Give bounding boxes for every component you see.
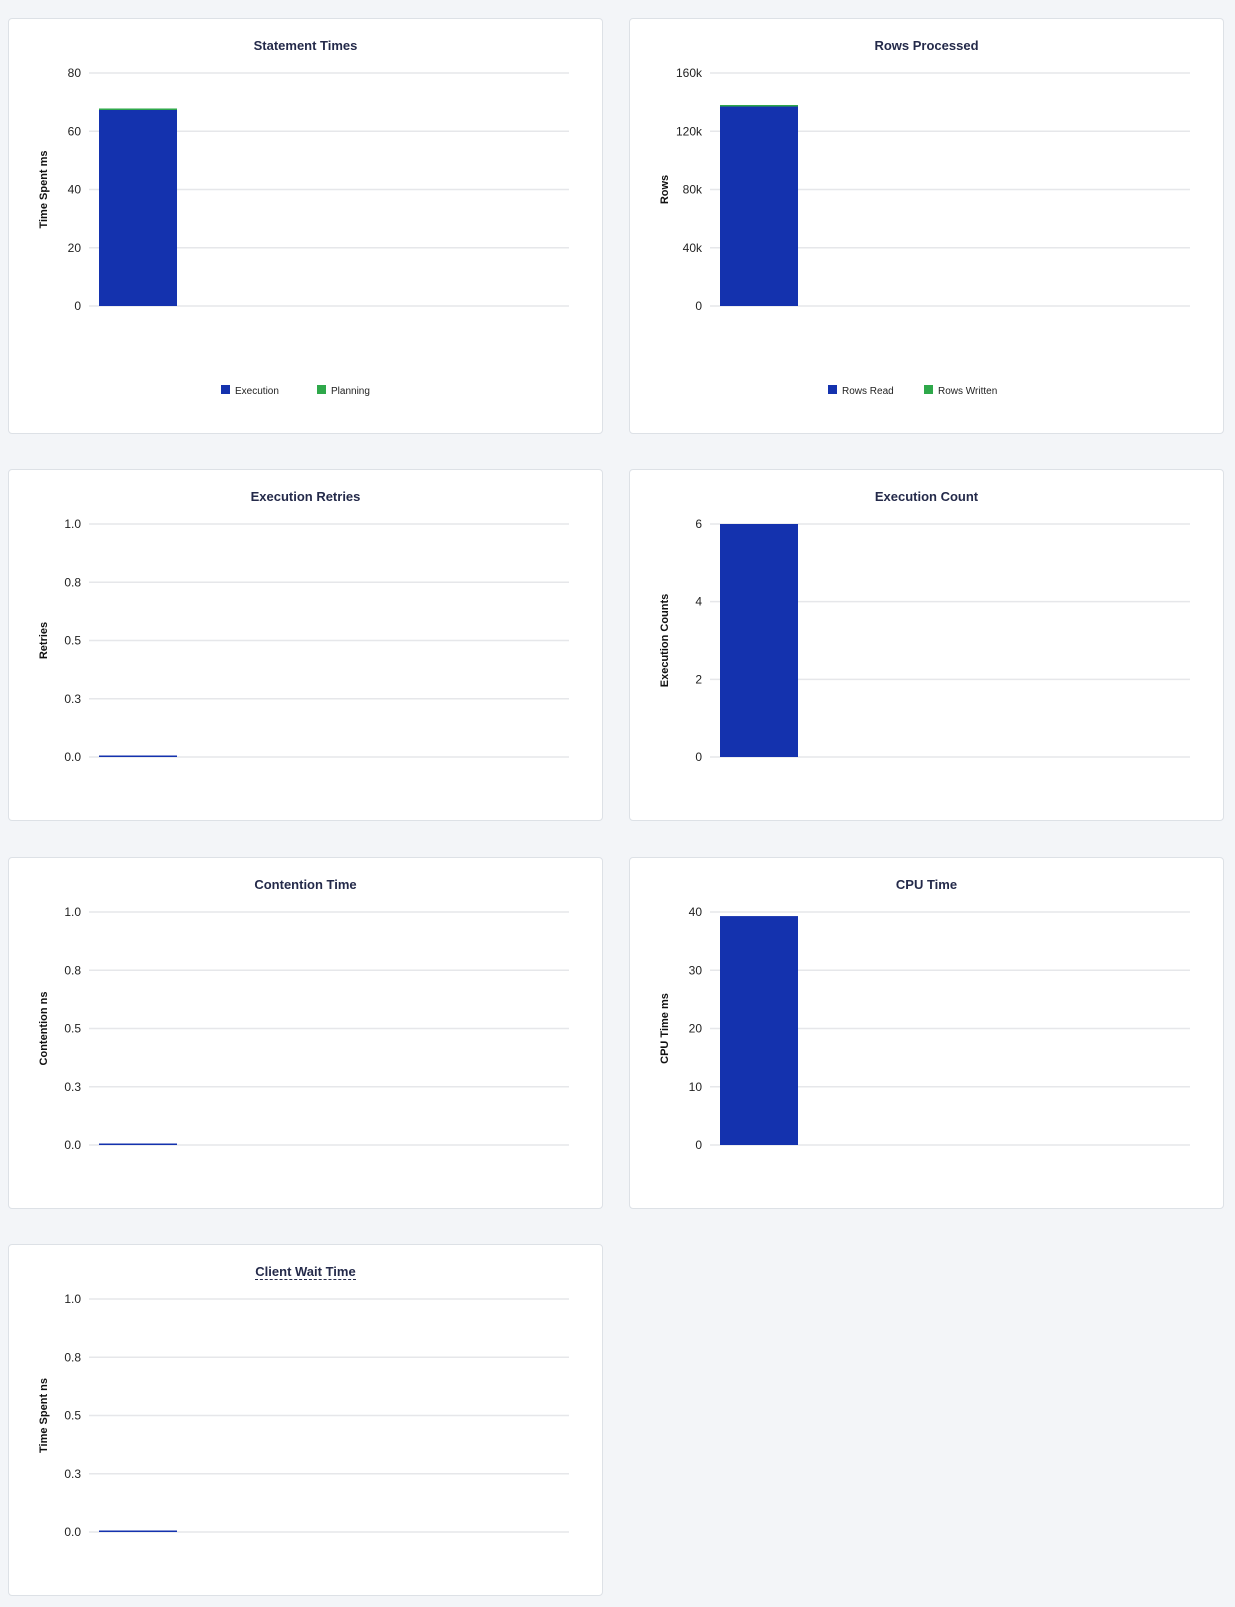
chart-svg: 0 10 20 30 40 CPU Time ms xyxy=(659,905,1190,1152)
y-axis-label: Contention ns xyxy=(38,992,50,1066)
y-tick-label: 1.0 xyxy=(64,905,81,919)
y-tick-label: 0 xyxy=(695,1138,702,1152)
bar-rows-written xyxy=(720,104,798,107)
y-tick-label: 2 xyxy=(695,672,702,686)
bar-execution xyxy=(99,109,177,307)
legend-label: Rows Written xyxy=(938,386,997,397)
chart-title: Execution Count xyxy=(874,489,979,504)
bar-value xyxy=(99,1530,177,1532)
y-axis-label: Time Spent ns xyxy=(38,1378,50,1453)
bar-rows-read xyxy=(720,106,798,307)
bar-planning xyxy=(99,108,177,110)
chart-title: Statement Times xyxy=(253,38,358,53)
y-tick-label: 120k xyxy=(676,124,703,138)
chart-title: Rows Processed xyxy=(874,38,979,53)
chart-card-execution-retries: Execution Retries 0.0 0.3 0.5 0.8 1.0 Retries xyxy=(8,469,603,821)
y-axis-label: CPU Time ms xyxy=(659,993,671,1064)
y-axis-label: Retries xyxy=(38,622,50,659)
bar-value xyxy=(720,916,798,1145)
chart-svg: 0 2 4 6 Execution Counts xyxy=(659,517,1190,764)
y-tick-label: 0.3 xyxy=(64,1467,81,1481)
y-tick-label: 60 xyxy=(68,124,82,138)
legend-item[interactable]: Rows Written xyxy=(924,385,997,397)
chart-card-rows-processed: Rows Processed 0 40k 80k 120k 160k Rows Rows R… xyxy=(629,18,1224,434)
legend-label: Planning xyxy=(331,386,370,397)
legend-swatch xyxy=(317,385,326,394)
y-tick-label: 20 xyxy=(68,241,82,255)
y-tick-label: 0.3 xyxy=(64,1080,81,1094)
legend-item[interactable]: Planning xyxy=(317,385,370,397)
y-tick-label: 40 xyxy=(68,183,82,197)
y-tick-label: 1.0 xyxy=(64,517,81,531)
y-tick-label: 6 xyxy=(695,517,702,531)
chart-card-client-wait-time: Client Wait Time 0.0 0.3 0.5 0.8 1.0 Time Spe… xyxy=(8,1244,603,1596)
bar-value xyxy=(720,524,798,757)
chart-svg: 0.0 0.3 0.5 0.8 1.0 Retries xyxy=(38,517,569,764)
chart-title: CPU Time xyxy=(895,877,958,892)
legend-item[interactable]: Rows Read xyxy=(828,385,894,397)
legend-swatch xyxy=(924,385,933,394)
chart-svg: 0.0 0.3 0.5 0.8 1.0 Time Spent ns xyxy=(38,1292,569,1539)
y-tick-label: 160k xyxy=(676,66,703,80)
bar-value xyxy=(99,1143,177,1145)
y-tick-label: 0.8 xyxy=(64,963,81,977)
chart-card-execution-count: Execution Count 0 2 4 6 Execution Counts xyxy=(629,469,1224,821)
legend-label: Rows Read xyxy=(842,386,894,397)
chart-title: Contention Time xyxy=(254,877,357,892)
bar-value xyxy=(99,755,177,757)
chart-svg: 0 20 40 60 80 Time Spent ms Execution Planning xyxy=(38,66,569,397)
y-tick-label: 0.5 xyxy=(64,634,81,648)
chart-card-statement-times: Statement Times 0 20 40 60 80 Time Spent ms Ex… xyxy=(8,18,603,434)
chart-svg: 0.0 0.3 0.5 0.8 1.0 Contention ns xyxy=(38,905,569,1152)
y-tick-label: 40k xyxy=(683,241,703,255)
y-tick-label: 80k xyxy=(683,183,703,197)
legend-swatch xyxy=(828,385,837,394)
y-tick-label: 0.3 xyxy=(64,692,81,706)
y-tick-label: 0 xyxy=(695,299,702,313)
y-tick-label: 0 xyxy=(74,299,81,313)
y-axis-label: Time Spent ms xyxy=(38,150,50,228)
y-tick-label: 10 xyxy=(689,1080,703,1094)
y-tick-label: 40 xyxy=(689,905,703,919)
y-axis-label: Rows xyxy=(659,175,671,204)
y-tick-label: 0.5 xyxy=(64,1409,81,1423)
chart-card-contention-time: Contention Time 0.0 0.3 0.5 0.8 1.0 Contentio… xyxy=(8,857,603,1209)
y-tick-label: 0.8 xyxy=(64,575,81,589)
y-tick-label: 0 xyxy=(695,750,702,764)
legend-item[interactable]: Execution xyxy=(221,385,279,397)
chart-card-cpu-time: CPU Time 0 10 20 30 40 CPU Time ms xyxy=(629,857,1224,1209)
y-tick-label: 0.0 xyxy=(64,750,81,764)
y-tick-label: 0.5 xyxy=(64,1022,81,1036)
legend-label: Execution xyxy=(235,386,279,397)
y-axis-label: Execution Counts xyxy=(659,594,671,688)
legend-swatch xyxy=(221,385,230,394)
chart-title: Execution Retries xyxy=(250,489,361,504)
y-tick-label: 30 xyxy=(689,963,703,977)
chart-title[interactable]: Client Wait Time xyxy=(255,1264,356,1280)
y-tick-label: 20 xyxy=(689,1022,703,1036)
y-tick-label: 0.0 xyxy=(64,1138,81,1152)
y-tick-label: 1.0 xyxy=(64,1292,81,1306)
chart-svg: 0 40k 80k 120k 160k Rows Rows Read Rows Written xyxy=(659,66,1190,397)
y-tick-label: 0.8 xyxy=(64,1350,81,1364)
y-tick-label: 4 xyxy=(695,595,702,609)
y-tick-label: 80 xyxy=(68,66,82,80)
y-tick-label: 0.0 xyxy=(64,1525,81,1539)
